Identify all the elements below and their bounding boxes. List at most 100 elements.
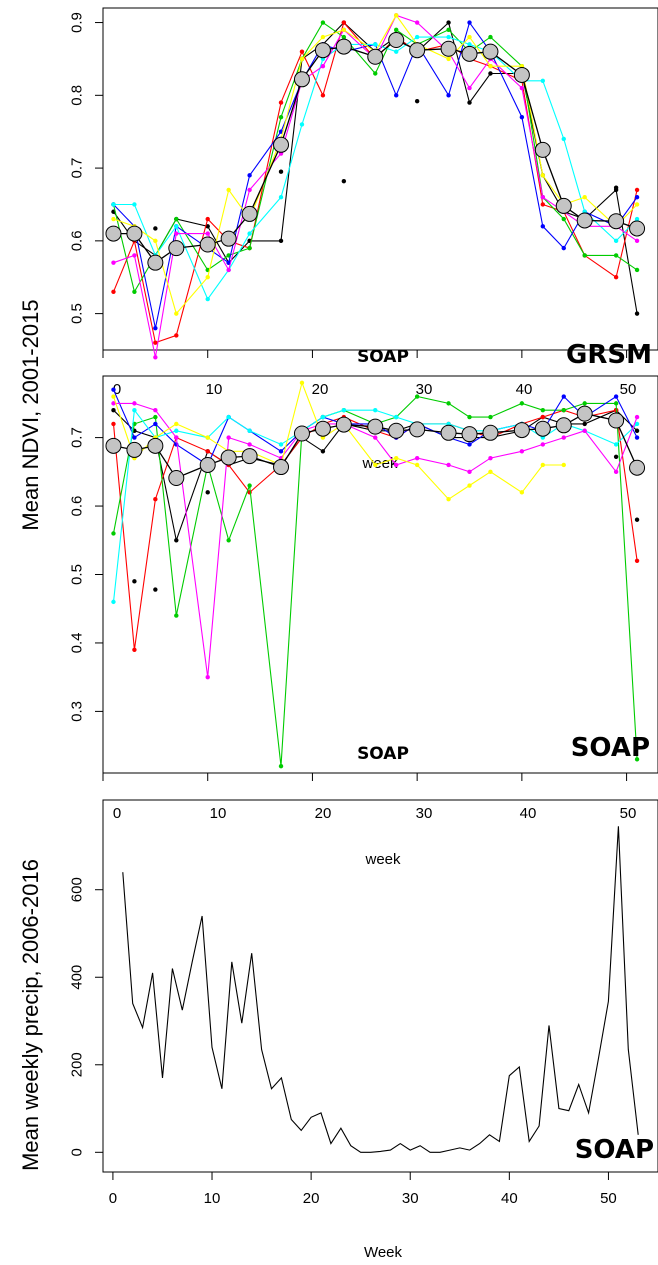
y-tick-label: 0.3 bbox=[69, 701, 86, 722]
x-tick-label: 30 bbox=[402, 1190, 419, 1207]
series-point bbox=[205, 674, 210, 680]
series-line bbox=[112, 380, 564, 500]
mean-point bbox=[220, 449, 237, 466]
mean-point bbox=[241, 448, 258, 465]
mean-point bbox=[555, 417, 572, 434]
series-point bbox=[174, 224, 179, 229]
series-point bbox=[111, 216, 116, 222]
series-line bbox=[112, 395, 638, 767]
series-point bbox=[488, 455, 493, 461]
series-point bbox=[394, 27, 399, 33]
mean-point bbox=[440, 424, 457, 441]
series-point bbox=[278, 442, 284, 447]
series-point bbox=[247, 245, 252, 251]
series-point bbox=[613, 469, 619, 475]
mean-point bbox=[105, 437, 122, 454]
series-point bbox=[153, 355, 158, 360]
mean-point bbox=[576, 405, 593, 422]
site-tag-label: SOAP bbox=[575, 1135, 654, 1165]
outlier-point bbox=[205, 490, 210, 495]
series-point bbox=[205, 231, 210, 236]
series-point bbox=[111, 421, 116, 427]
series-point bbox=[467, 85, 472, 91]
mean-point bbox=[388, 422, 405, 439]
series-1 bbox=[111, 408, 640, 652]
series-point bbox=[561, 462, 566, 468]
series-point bbox=[226, 435, 231, 440]
series-point bbox=[540, 202, 546, 207]
series-point bbox=[634, 428, 640, 433]
series-point bbox=[373, 71, 378, 76]
series-point bbox=[488, 64, 493, 69]
series-2 bbox=[111, 394, 640, 769]
series-point bbox=[540, 78, 546, 83]
series-point bbox=[153, 414, 158, 420]
top-tick-label: 20 bbox=[315, 805, 332, 822]
series-point bbox=[205, 216, 210, 222]
series-point bbox=[132, 408, 137, 413]
top-tick-label: 30 bbox=[416, 381, 433, 398]
series-point bbox=[467, 414, 472, 420]
mean-point bbox=[513, 422, 530, 439]
series-point bbox=[540, 414, 546, 420]
series-point bbox=[414, 455, 420, 461]
series-point bbox=[582, 401, 587, 406]
series-point bbox=[613, 253, 619, 258]
series-point bbox=[174, 435, 179, 440]
series-point bbox=[488, 34, 493, 40]
top-tick-label: 40 bbox=[520, 805, 537, 822]
series-point bbox=[561, 216, 566, 222]
mean-point bbox=[576, 212, 593, 229]
series-point bbox=[613, 238, 619, 244]
mean-point bbox=[534, 420, 551, 437]
series-point bbox=[613, 275, 619, 280]
series-line bbox=[113, 36, 638, 301]
series-point bbox=[414, 394, 420, 399]
top-tick-label: 40 bbox=[516, 381, 533, 398]
x-tick-label: 40 bbox=[501, 1190, 518, 1207]
series-point bbox=[446, 27, 451, 33]
series-point bbox=[132, 289, 137, 294]
top-tick-label: 0 bbox=[113, 381, 121, 398]
outlier-point bbox=[153, 226, 158, 231]
top-tick-label: 50 bbox=[620, 805, 637, 822]
series-point bbox=[111, 599, 116, 605]
mean-point bbox=[440, 40, 457, 57]
top-axis-label: week bbox=[364, 851, 401, 868]
series-point bbox=[414, 462, 420, 468]
series-point bbox=[394, 49, 399, 54]
series-point bbox=[278, 238, 284, 244]
series-point bbox=[205, 435, 210, 440]
y-tick-label: 0.5 bbox=[69, 564, 86, 585]
series-point bbox=[467, 100, 472, 105]
series-5 bbox=[111, 401, 640, 680]
series-point bbox=[278, 449, 284, 454]
inner-site-label: SOAP bbox=[357, 744, 409, 764]
y-tick-label: 0.5 bbox=[69, 303, 86, 324]
series-point bbox=[446, 462, 451, 468]
x-tick-label: 0 bbox=[109, 1190, 117, 1207]
top-tick-label: 10 bbox=[210, 805, 227, 822]
series-point bbox=[174, 216, 179, 222]
mean-point bbox=[105, 225, 122, 242]
series-point bbox=[394, 13, 399, 18]
series-point bbox=[519, 490, 525, 495]
series-point bbox=[174, 421, 179, 427]
mean-point bbox=[241, 205, 258, 222]
series-point bbox=[205, 296, 210, 302]
y-tick-label: 400 bbox=[69, 965, 86, 990]
y-tick-label: 0.7 bbox=[69, 427, 86, 448]
series-point bbox=[320, 449, 326, 454]
series-point bbox=[111, 387, 116, 392]
y-tick-label: 200 bbox=[69, 1052, 86, 1077]
mean-point bbox=[314, 420, 331, 437]
series-point bbox=[634, 311, 640, 316]
series-point bbox=[467, 20, 472, 25]
mean-point bbox=[293, 425, 310, 442]
series-point bbox=[519, 114, 525, 120]
series-point bbox=[174, 333, 179, 338]
series-point bbox=[226, 538, 231, 543]
mean-point bbox=[199, 456, 216, 473]
series-point bbox=[519, 449, 525, 454]
mean-point bbox=[199, 236, 216, 253]
